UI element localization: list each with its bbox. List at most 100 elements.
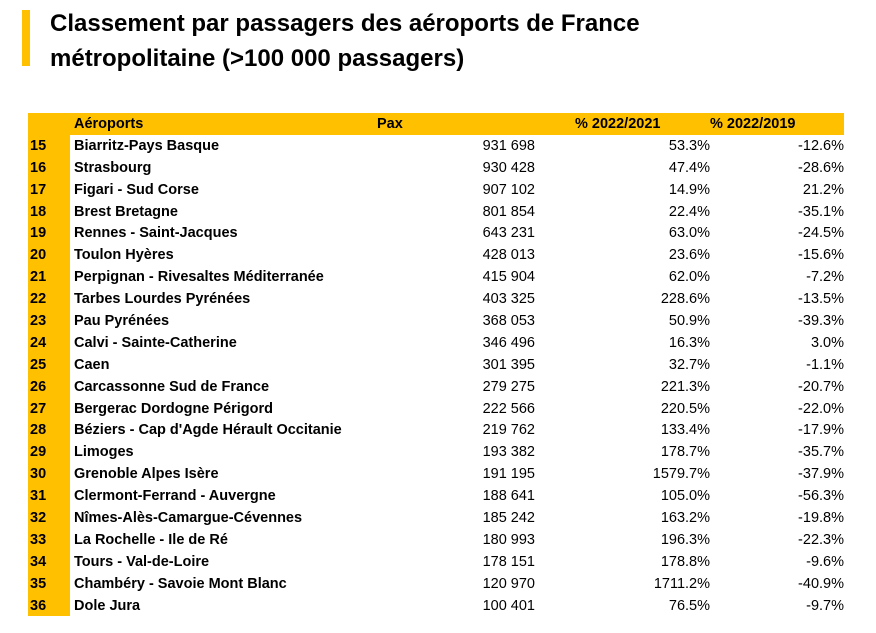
table-row: 22 Tarbes Lourdes Pyrénées 403 325 228.6% -1… [28, 288, 844, 311]
table-cell: 1579.7% [652, 466, 710, 483]
table-cell: -37.9% [798, 466, 844, 483]
table-row: 21 Perpignan - Rivesaltes Méditerranée 415… [28, 266, 844, 289]
table-cell: 193 382 [482, 444, 535, 461]
table-cell: 188 641 [482, 488, 535, 505]
table-cell: 907 102 [482, 181, 535, 198]
table-cell: 16.3% [668, 334, 710, 351]
table-cell: -56.3% [798, 488, 844, 505]
table-cell: -12.6% [798, 137, 844, 154]
header-cell [28, 113, 70, 135]
table-cell: 221.3% [660, 378, 710, 395]
table-row: 28 Béziers - Cap d'Agde Hérault Occitanie… [28, 419, 844, 442]
table-cell: 14.9% [668, 181, 710, 198]
table-cell: -15.6% [798, 247, 844, 264]
title-line: Classement par passagers des aéroports d… [50, 10, 640, 37]
table-cell: 801 854 [482, 203, 535, 220]
table-row: 26 Carcassonne Sud de France 279 275 221.3%… [28, 375, 844, 398]
table-cell: 21.2% [802, 181, 844, 198]
table-row: 16 Strasbourg 930 428 47.4% -28.6% [28, 156, 844, 179]
table-cell: -17.9% [798, 422, 844, 439]
table-cell: 120 970 [482, 575, 535, 592]
table-row: 18 Brest Bretagne 801 854 22.4% -35.1% [28, 200, 844, 223]
table-cell: 368 053 [482, 312, 535, 329]
table-cell: 163.2% [660, 509, 710, 526]
table-cell: Rennes - Saint-Jacques [74, 225, 238, 242]
title: Classement par passagers des aéroports d… [50, 6, 640, 76]
table-cell: 643 231 [482, 225, 535, 242]
table-cell: 931 698 [482, 137, 535, 154]
table-cell: Calvi - Sainte-Catherine [74, 334, 237, 351]
rank-cell: 35 [28, 572, 70, 595]
table-cell: Béziers - Cap d'Agde Hérault Occitanie [74, 422, 342, 439]
table-cell: 403 325 [482, 291, 535, 308]
table-cell: -9.6% [806, 553, 844, 570]
table-cell: 178.7% [660, 444, 710, 461]
table-cell: Caen [74, 356, 110, 373]
table-cell: 100 401 [482, 597, 535, 614]
table-cell: La Rochelle - Ile de Ré [74, 531, 228, 548]
table-cell: -19.8% [798, 509, 844, 526]
table-cell: -7.2% [806, 269, 844, 286]
table-cell: Pau Pyrénées [74, 312, 170, 329]
table-cell: Tarbes Lourdes Pyrénées [74, 291, 251, 308]
table-cell: 930 428 [482, 159, 535, 176]
table-cell: Limoges [74, 444, 134, 461]
table-row: 32 Nîmes-Alès-Camargue-Cévennes 185 242 163… [28, 507, 844, 529]
table-cell: -22.3% [798, 531, 844, 548]
table-cell: Tours - Val-de-Loire [74, 553, 210, 570]
header-text: % 2022/2021 [575, 115, 661, 132]
rank-cell: 36 [28, 594, 70, 617]
table-cell: Dole Jura [74, 597, 141, 614]
table-cell: 279 275 [482, 378, 535, 395]
rank-cell: 23 [28, 310, 70, 332]
rank-cell: 30 [28, 463, 70, 486]
table-row: 33 La Rochelle - Ile de Ré 180 993 196.3% -2… [28, 528, 844, 551]
rank-cell: 16 [28, 156, 70, 179]
table-cell: 1711.2% [653, 575, 710, 592]
table-cell: Figari - Sud Corse [74, 181, 199, 198]
rank-cell: 25 [28, 353, 70, 376]
table-cell: 63.0% [668, 225, 710, 242]
rank-cell: 21 [28, 266, 70, 289]
table-cell: Biarritz-Pays Basque [74, 137, 220, 154]
table-cell: Grenoble Alpes Isère [74, 466, 219, 483]
table-cell: 62.0% [668, 269, 710, 286]
table-row: 31 Clermont-Ferrand - Auvergne 188 641 105.… [28, 485, 844, 508]
rank-cell: 26 [28, 375, 70, 398]
table-cell: -22.0% [798, 400, 844, 417]
table-cell: -35.7% [798, 444, 844, 461]
table-cell: 32.7% [668, 356, 710, 373]
table-cell: 178 151 [482, 553, 535, 570]
table-cell: 133.4% [660, 422, 710, 439]
table-cell: Toulon Hyères [74, 247, 174, 264]
table-cell: -24.5% [798, 225, 844, 242]
table-cell: 105.0% [660, 488, 710, 505]
rank-cell: 17 [28, 178, 70, 201]
table-cell: -35.1% [798, 203, 844, 220]
rank-cell: 15 [28, 134, 70, 157]
rank-cell: 31 [28, 485, 70, 508]
table-cell: Perpignan - Rivesaltes Méditerranée [74, 269, 324, 286]
title-accent [22, 10, 30, 66]
rank-cell: 24 [28, 331, 70, 354]
rank-cell: 19 [28, 222, 70, 245]
rank-cell: 28 [28, 419, 70, 442]
rank-cell: 22 [28, 288, 70, 311]
table-cell: -40.9% [798, 575, 844, 592]
header-cell: % 2022/2019 [710, 113, 844, 135]
table-cell: Brest Bretagne [74, 203, 178, 220]
table-header: Aéroports Pax % 2022/2021 % 2022/2019 [28, 113, 844, 135]
table-cell: Chambéry - Savoie Mont Blanc [74, 575, 287, 592]
table-cell: -20.7% [798, 378, 844, 395]
table-row: 24 Calvi - Sainte-Catherine 346 496 16.3% 3.… [28, 331, 844, 354]
table-cell: Nîmes-Alès-Camargue-Cévennes [74, 509, 303, 526]
table-cell: 185 242 [482, 509, 535, 526]
table-cell: 191 195 [482, 466, 535, 483]
ranking-table: Aéroports Pax % 2022/2021 % 2022/2019 15… [28, 113, 844, 617]
table-cell: Bergerac Dordogne Périgord [74, 400, 274, 417]
rank-cell: 32 [28, 507, 70, 529]
table-cell: 222 566 [482, 400, 535, 417]
rank-cell: 34 [28, 550, 70, 573]
header-cell: % 2022/2021 [535, 113, 710, 135]
